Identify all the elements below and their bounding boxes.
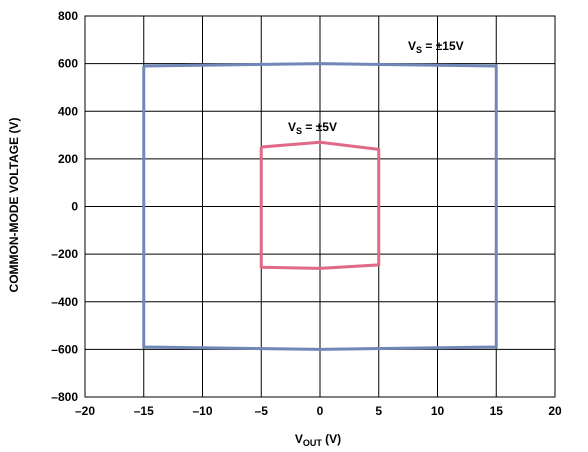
x-axis-label-unit: (V) — [322, 432, 341, 446]
y-tick-label: –200 — [51, 247, 78, 261]
series-label-vs-15-main: V — [408, 39, 416, 53]
x-tick-label: 15 — [490, 404, 504, 418]
y-tick-label: 200 — [58, 152, 78, 166]
y-tick-label: –400 — [51, 295, 78, 309]
x-tick-label: 10 — [431, 404, 445, 418]
x-tick-label: –10 — [192, 404, 212, 418]
y-tick-label: 400 — [58, 104, 78, 118]
grid-lines — [85, 16, 555, 397]
y-tick-label: 600 — [58, 57, 78, 71]
x-tick-label: 20 — [548, 404, 562, 418]
x-tick-label: 5 — [375, 404, 382, 418]
x-axis-label-main: V — [295, 432, 303, 446]
series-label-vs-5: VS = ±5V — [288, 120, 337, 136]
x-tick-label: –5 — [255, 404, 269, 418]
tick-labels: –20 –15 –10 –5 0 5 10 15 20 –800 –600 –400 –200 0 200 4… — [51, 9, 562, 418]
series-label-vs-15: VS = ±15V — [408, 39, 464, 55]
y-tick-label: –600 — [51, 342, 78, 356]
y-tick-label: 0 — [71, 200, 78, 214]
x-tick-label: –15 — [134, 404, 154, 418]
y-tick-label: 800 — [58, 9, 78, 23]
series-label-vs-15-rest: = ±15V — [422, 39, 464, 53]
x-tick-label: –20 — [75, 404, 95, 418]
x-tick-label: 0 — [317, 404, 324, 418]
y-axis-label: COMMON-MODE VOLTAGE (V) — [7, 118, 21, 293]
y-tick-label: –800 — [51, 390, 78, 404]
series-label-vs-5-main: V — [288, 120, 296, 134]
x-axis-label-sub: OUT — [303, 438, 323, 448]
series-label-vs-5-rest: = ±5V — [302, 120, 337, 134]
x-axis-label: VOUT (V) — [295, 432, 341, 448]
